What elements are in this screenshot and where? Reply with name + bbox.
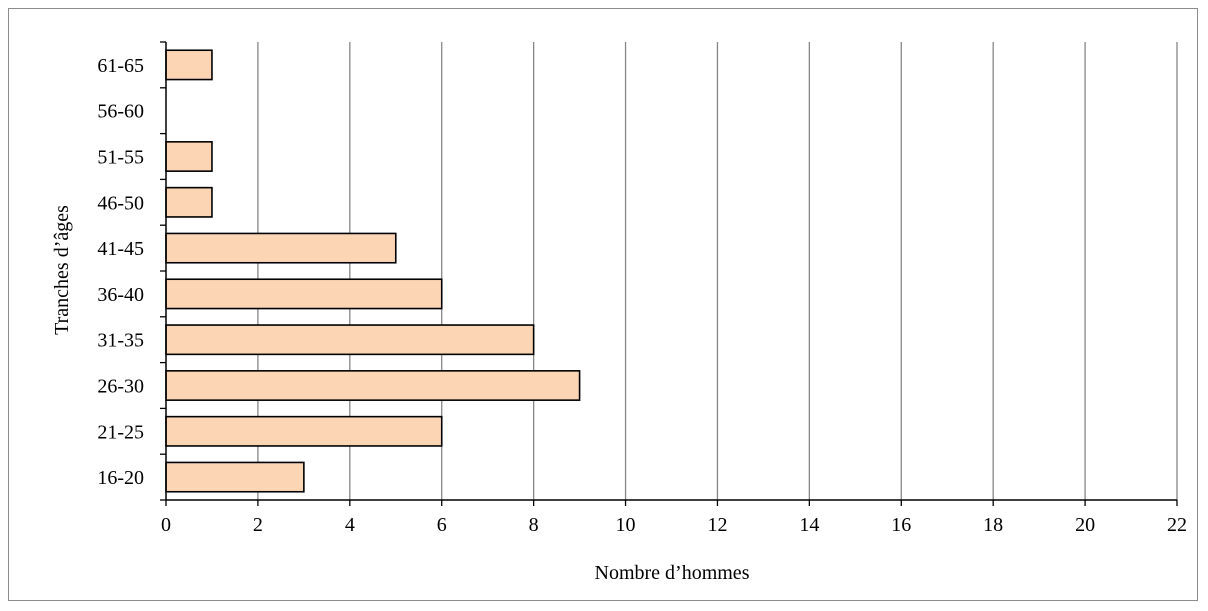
x-tick-label-0: 0: [161, 514, 171, 536]
x-axis-label: Nombre d’hommes: [595, 562, 750, 584]
y-tick-label-31-35: 31-35: [97, 330, 144, 352]
bar-41-45: [165, 232, 397, 264]
y-tick-label-46-50: 46-50: [97, 192, 144, 214]
bars: [165, 49, 581, 493]
y-tick-labels: 16-20 21-25 26-30 31-35 36-40 41-45 46-50 51-55…: [97, 55, 144, 489]
x-tick-label-8: 8: [529, 514, 539, 536]
bar-21-25: [165, 415, 443, 447]
bar-36-40: [165, 278, 443, 310]
x-tick-label-16: 16: [891, 514, 911, 536]
bar-26-30: [165, 370, 581, 401]
x-tick-label-10: 10: [616, 514, 636, 536]
x-tick-label-20: 20: [1075, 514, 1095, 536]
x-tick-label-2: 2: [253, 514, 263, 536]
y-tick-label-26-30: 26-30: [97, 376, 144, 398]
y-tick-label-16-20: 16-20: [97, 467, 144, 489]
bar-46-50: [165, 186, 213, 218]
y-tick-label-51-55: 51-55: [97, 147, 144, 169]
y-tick-label-21-25: 21-25: [97, 421, 144, 443]
y-tick-label-56-60: 56-60: [97, 101, 144, 123]
x-tick-label-18: 18: [983, 514, 1003, 536]
y-tick-label-61-65: 61-65: [97, 55, 144, 77]
x-tick-label-14: 14: [799, 514, 819, 536]
y-axis-label: Tranches d’âges: [51, 205, 73, 335]
x-tick-labels: 0 2 4 6 8 10 12 14 16 18 20 22: [161, 514, 1187, 536]
bar-51-55: [165, 141, 213, 172]
x-tick-label-12: 12: [707, 514, 727, 536]
x-tick-label-6: 6: [437, 514, 447, 536]
y-tick-label-41-45: 41-45: [97, 238, 144, 260]
x-tick-label-4: 4: [345, 514, 355, 536]
bar-31-35: [165, 324, 535, 356]
bar-16-20: [165, 461, 305, 493]
axes: [160, 41, 1178, 506]
y-tick-label-36-40: 36-40: [97, 284, 144, 306]
bar-61-65: [165, 49, 213, 81]
x-tick-label-22: 22: [1167, 514, 1187, 536]
